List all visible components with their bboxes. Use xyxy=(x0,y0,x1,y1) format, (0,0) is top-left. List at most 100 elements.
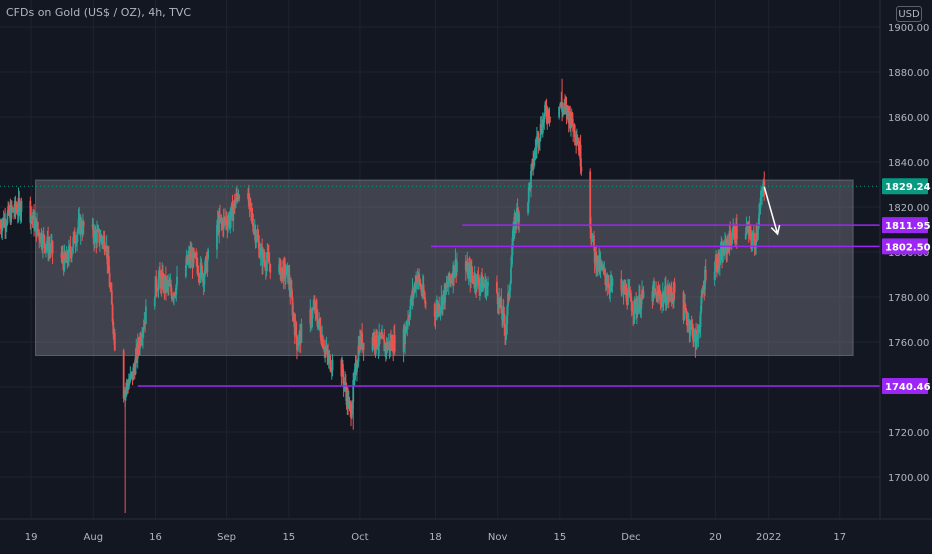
candle-body xyxy=(721,247,724,263)
candle-body xyxy=(104,250,107,251)
candle xyxy=(351,400,354,415)
price-tick-label: 1720.00 xyxy=(888,428,929,439)
candle-body xyxy=(203,274,206,285)
candle-body xyxy=(201,266,204,281)
candle-body xyxy=(76,229,79,235)
candle-body xyxy=(655,292,658,294)
candle-body xyxy=(467,268,470,279)
candle xyxy=(438,296,441,317)
candle-body xyxy=(196,257,198,267)
candle-body xyxy=(174,294,177,296)
candle-body xyxy=(535,137,538,148)
candle xyxy=(754,246,757,255)
candle-body xyxy=(527,185,530,203)
candle-body xyxy=(378,332,381,346)
candle-body xyxy=(665,304,668,306)
candle-body xyxy=(170,291,173,299)
currency-button[interactable]: USD xyxy=(896,6,922,22)
candle-body xyxy=(727,242,729,245)
candle xyxy=(627,278,629,306)
candle-body xyxy=(683,302,686,321)
candle-body xyxy=(156,290,159,292)
candle-body xyxy=(100,235,103,240)
candle-body xyxy=(418,273,421,280)
candle-body xyxy=(75,243,78,244)
candle-body xyxy=(600,262,603,266)
candle-body xyxy=(107,256,110,274)
candle-body xyxy=(64,252,67,260)
candle-body xyxy=(514,212,517,221)
candle-body xyxy=(516,207,518,222)
candle xyxy=(258,235,261,259)
candle-body xyxy=(456,261,458,273)
candle xyxy=(298,331,301,353)
candle xyxy=(620,270,623,297)
candle-body xyxy=(176,276,178,285)
candle-body xyxy=(219,215,221,220)
candle xyxy=(290,280,293,301)
candle-body xyxy=(132,367,135,381)
price-axis[interactable]: 1680.001700.001720.001740.001760.001780.… xyxy=(879,0,932,550)
candle-body xyxy=(611,278,614,287)
candle-body xyxy=(140,339,143,343)
time-tick-label: Oct xyxy=(351,532,368,543)
candle xyxy=(30,206,33,224)
candle xyxy=(670,281,673,307)
candle-body xyxy=(199,277,201,279)
candle-body xyxy=(342,376,345,387)
candle-body xyxy=(15,209,18,211)
candle-body xyxy=(761,186,764,196)
candle xyxy=(415,271,418,298)
candle-body xyxy=(760,196,763,199)
candle-body xyxy=(591,237,594,242)
candle-body xyxy=(724,239,726,255)
candle-body xyxy=(577,143,580,146)
candle xyxy=(110,282,113,305)
candle xyxy=(222,208,225,238)
candle xyxy=(653,277,655,297)
candle xyxy=(545,98,548,125)
candle xyxy=(753,233,756,257)
candle xyxy=(560,91,563,110)
candle-body xyxy=(315,302,318,309)
candle-body xyxy=(194,254,197,258)
candle-body xyxy=(505,324,508,336)
candle xyxy=(144,299,147,325)
price-axis-background xyxy=(880,0,932,550)
candle-body xyxy=(80,221,83,232)
candle-body xyxy=(631,310,634,312)
candle-body xyxy=(690,323,692,330)
candle-body xyxy=(45,246,47,251)
candle-body xyxy=(278,264,281,273)
candle-body xyxy=(16,209,18,214)
candle xyxy=(441,296,444,316)
candle xyxy=(143,312,146,329)
candle-body xyxy=(464,261,467,271)
candle xyxy=(733,224,736,244)
candle-body xyxy=(424,303,427,305)
price-tick-label: 1820.00 xyxy=(888,203,929,214)
candle-body xyxy=(12,208,15,213)
candle xyxy=(533,147,536,166)
candle-body xyxy=(479,283,482,286)
candle-body xyxy=(692,338,695,342)
candle-body xyxy=(620,278,623,291)
candle xyxy=(362,342,365,361)
candle-body xyxy=(361,332,364,349)
time-tick-label: Dec xyxy=(621,532,640,543)
candle xyxy=(547,109,550,124)
candle-body xyxy=(267,252,269,256)
candle xyxy=(10,199,13,225)
price-tick-label: 1900.00 xyxy=(888,23,929,34)
candle xyxy=(476,274,478,293)
candle xyxy=(284,257,287,290)
candle xyxy=(433,302,436,327)
time-axis[interactable]: 19 Aug 16 Sep 15 Oct 18 Nov 15 Dec 20 2022 17 xyxy=(0,518,932,550)
candle-body xyxy=(719,250,722,261)
candle-body xyxy=(482,284,485,286)
candle-body xyxy=(99,240,101,243)
candle-body xyxy=(595,251,598,270)
candle-body xyxy=(664,286,667,306)
